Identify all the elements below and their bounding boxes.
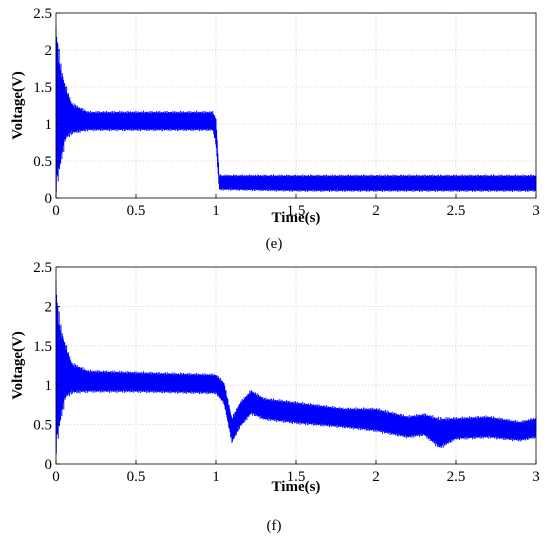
panel-caption-e: (e) bbox=[266, 236, 283, 252]
x-tick-label: 3 bbox=[532, 203, 540, 219]
y-tick-label: 0 bbox=[45, 457, 53, 473]
x-tick-label: 0.5 bbox=[127, 469, 146, 485]
x-tick-label: 2 bbox=[372, 469, 380, 485]
x-tick-label: 2.5 bbox=[447, 203, 466, 219]
y-axis-label: Voltage(V) bbox=[10, 331, 26, 400]
x-tick-label: 1 bbox=[212, 203, 220, 219]
voltage-signal bbox=[55, 281, 537, 454]
panel-caption-f: (f) bbox=[267, 518, 282, 534]
voltage-signal bbox=[55, 26, 537, 193]
y-tick-label: 1.5 bbox=[33, 80, 52, 96]
x-tick-label: 0 bbox=[52, 469, 60, 485]
y-tick-label: 2 bbox=[45, 299, 53, 315]
x-tick-label: 0 bbox=[52, 203, 60, 219]
grid-lines bbox=[56, 13, 536, 198]
x-tick-label: 1.5 bbox=[287, 203, 306, 219]
x-tick-label: 0.5 bbox=[127, 203, 146, 219]
y-tick-label: 1.5 bbox=[33, 339, 52, 355]
y-tick-label: 0.5 bbox=[33, 154, 52, 170]
voltage-series-line bbox=[55, 281, 537, 454]
x-tick-label: 2 bbox=[372, 203, 380, 219]
x-tick-label: 2.5 bbox=[447, 469, 466, 485]
x-tick-labels: 0 0.5 1 1.5 2 2.5 3 bbox=[52, 203, 540, 219]
y-tick-label: 2 bbox=[45, 43, 53, 59]
x-tick-label: 1.5 bbox=[287, 469, 306, 485]
x-axis-label: Time(s) bbox=[272, 210, 321, 226]
x-tick-label: 3 bbox=[532, 469, 540, 485]
y-tick-label: 0.5 bbox=[33, 418, 52, 434]
y-tick-labels: 0 0.5 1 1.5 2 2.5 bbox=[33, 6, 52, 207]
x-tick-labels: 0 0.5 1 1.5 2 2.5 3 bbox=[52, 469, 540, 485]
y-tick-labels: 0 0.5 1 1.5 2 2.5 bbox=[33, 260, 52, 473]
x-axis-label: Time(s) bbox=[272, 479, 321, 495]
y-tick-label: 1 bbox=[45, 378, 53, 394]
voltage-series-line bbox=[55, 26, 537, 193]
y-axis-label: Voltage(V) bbox=[10, 71, 26, 140]
y-tick-label: 2.5 bbox=[33, 260, 52, 276]
chart-panel-f: 0 0.5 1 1.5 2 2.5 0 0.5 1 1.5 2 2.5 3 Voltage(V) Ti… bbox=[10, 260, 540, 495]
y-tick-label: 2.5 bbox=[33, 6, 52, 22]
y-tick-label: 0 bbox=[45, 191, 53, 207]
x-tick-label: 1 bbox=[212, 469, 220, 485]
y-tick-label: 1 bbox=[45, 117, 53, 133]
chart-panel-e: 0 0.5 1 1.5 2 2.5 0 0.5 1 1.5 2 2.5 3 Voltage(V) Ti… bbox=[10, 6, 540, 226]
